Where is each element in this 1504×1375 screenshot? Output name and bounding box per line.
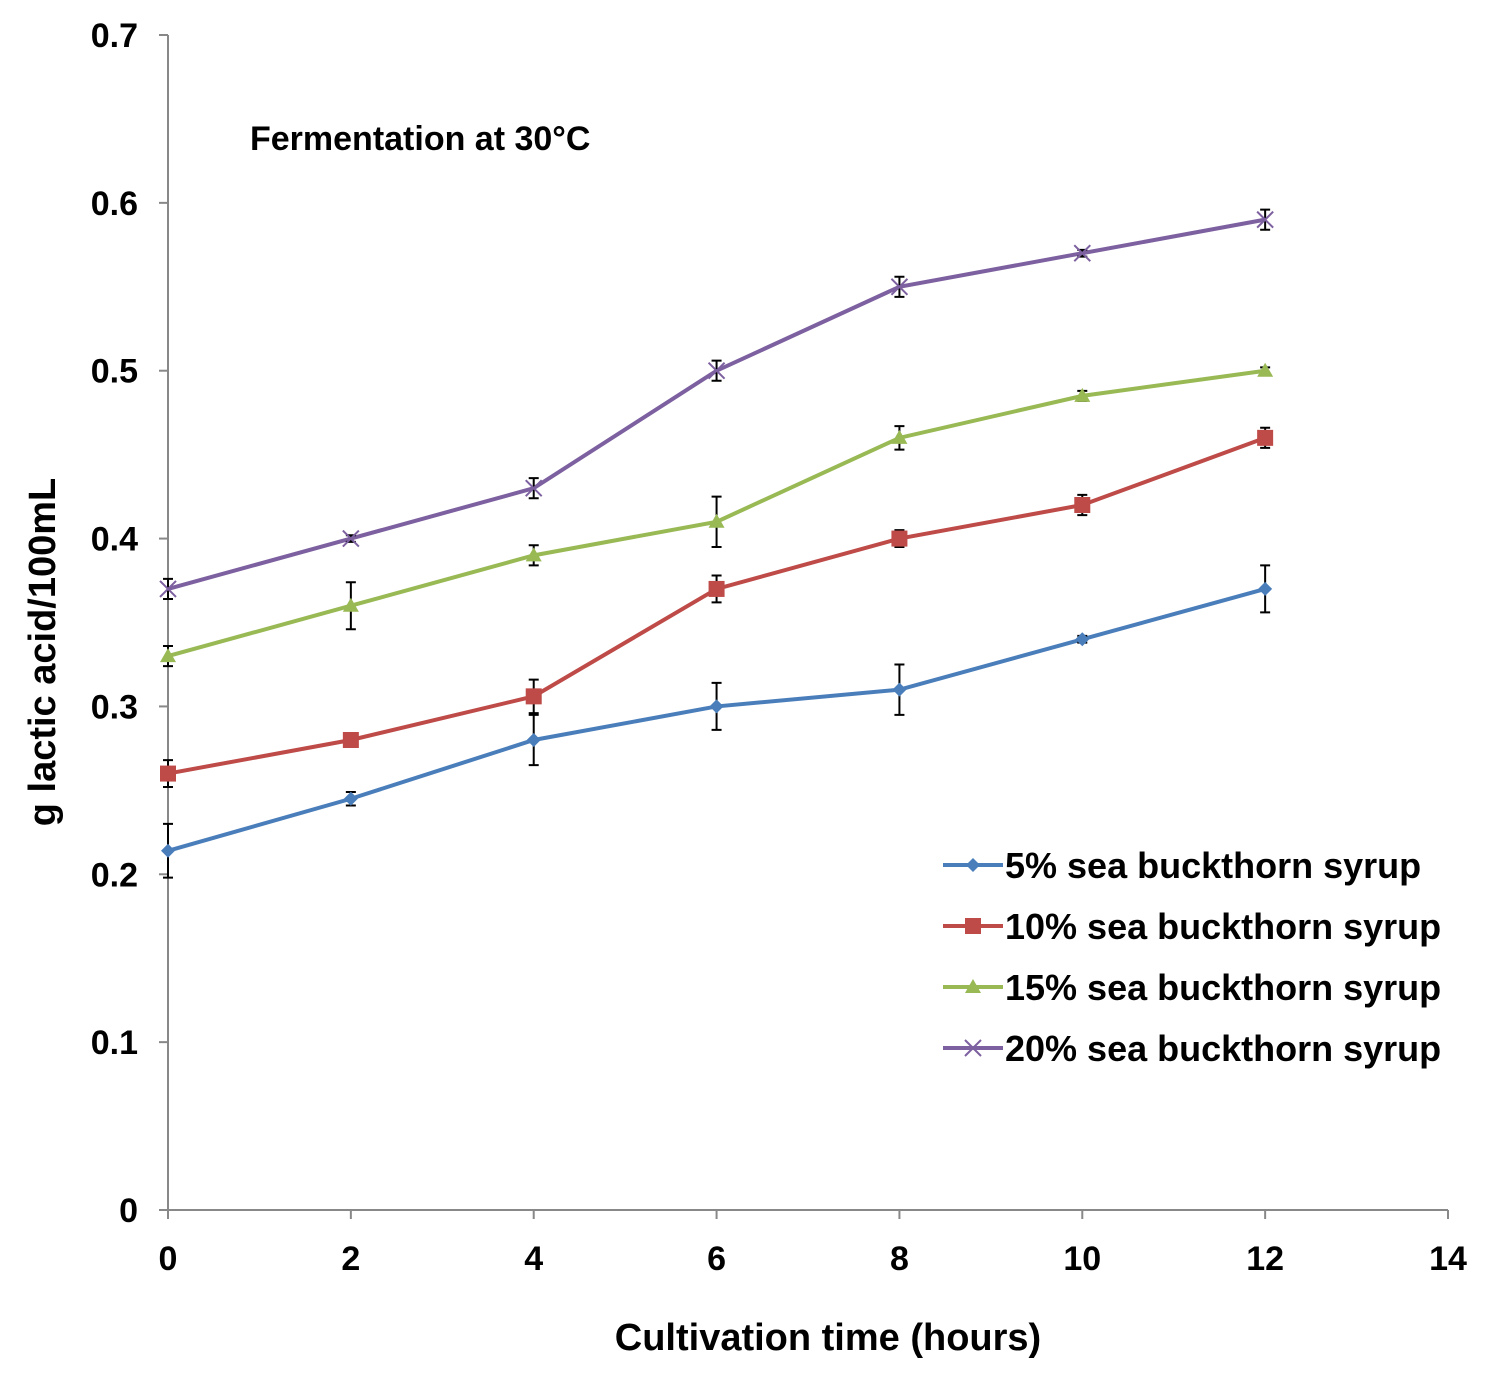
square-marker	[965, 918, 981, 934]
diamond-marker	[1075, 632, 1090, 647]
chart-annotation: Fermentation at 30°C	[250, 120, 590, 158]
legend-item: 15% sea buckthorn syrup	[943, 967, 1441, 1008]
legend-label: 15% sea buckthorn syrup	[1005, 967, 1441, 1008]
triangle-marker	[891, 429, 908, 444]
square-marker	[708, 580, 725, 597]
x-marker	[1256, 210, 1274, 229]
x-tick-label: 10	[1063, 1240, 1101, 1278]
x-tick-label: 0	[159, 1240, 178, 1278]
triangle-marker	[708, 513, 725, 528]
diamond-marker	[526, 733, 541, 747]
x-tick-label: 12	[1246, 1240, 1284, 1278]
y-tick-label: 0.6	[91, 185, 138, 223]
x-marker	[525, 479, 543, 497]
x-tick-label: 14	[1429, 1240, 1467, 1278]
square-marker	[525, 688, 542, 705]
x-marker	[1073, 244, 1091, 262]
x-axis-label: Cultivation time (hours)	[615, 1317, 1041, 1359]
x-marker	[342, 529, 360, 548]
square-marker	[891, 530, 908, 547]
y-tick-label: 0.1	[91, 1024, 138, 1062]
diamond-marker	[161, 843, 175, 858]
triangle-marker	[1257, 362, 1274, 377]
triangle-marker	[342, 597, 359, 612]
legend-label: 20% sea buckthorn syrup	[1005, 1028, 1441, 1069]
x-marker	[964, 1039, 982, 1057]
y-tick-label: 0	[119, 1192, 138, 1230]
triangle-marker	[525, 547, 542, 562]
diamond-marker	[892, 682, 907, 697]
square-marker	[342, 732, 359, 748]
x-marker	[159, 580, 177, 598]
legend-label: 5% sea buckthorn syrup	[1005, 845, 1421, 886]
series-1	[161, 564, 1273, 879]
diamond-marker	[343, 791, 358, 806]
x-tick-label: 6	[707, 1240, 726, 1278]
series-3	[160, 362, 1274, 668]
x-tick-label: 4	[524, 1240, 543, 1278]
square-marker	[1074, 497, 1091, 513]
y-tick-label: 0.7	[91, 17, 138, 55]
legend-item: 5% sea buckthorn syrup	[943, 845, 1421, 886]
diamond-marker	[1258, 581, 1273, 596]
diamond-marker	[709, 699, 724, 714]
y-tick-label: 0.5	[91, 353, 138, 391]
y-tick-label: 0.2	[91, 856, 138, 894]
legend-item: 20% sea buckthorn syrup	[943, 1028, 1441, 1069]
legend-item: 10% sea buckthorn syrup	[943, 906, 1441, 947]
square-marker	[160, 765, 176, 782]
series-2	[160, 426, 1274, 788]
x-marker	[890, 278, 909, 296]
x-marker	[707, 362, 726, 380]
triangle-marker	[965, 979, 981, 993]
square-marker	[1257, 429, 1274, 446]
y-tick-label: 0.4	[91, 521, 138, 559]
y-tick-label: 0.3	[91, 688, 138, 726]
x-tick-label: 2	[341, 1240, 360, 1278]
diamond-marker	[966, 858, 980, 872]
triangle-marker	[160, 648, 176, 663]
y-axis-label: g lactic acid/100mL	[22, 478, 64, 827]
legend-label: 10% sea buckthorn syrup	[1005, 906, 1441, 947]
triangle-marker	[1074, 387, 1091, 402]
series-4	[159, 208, 1274, 600]
x-tick-label: 8	[890, 1240, 909, 1278]
